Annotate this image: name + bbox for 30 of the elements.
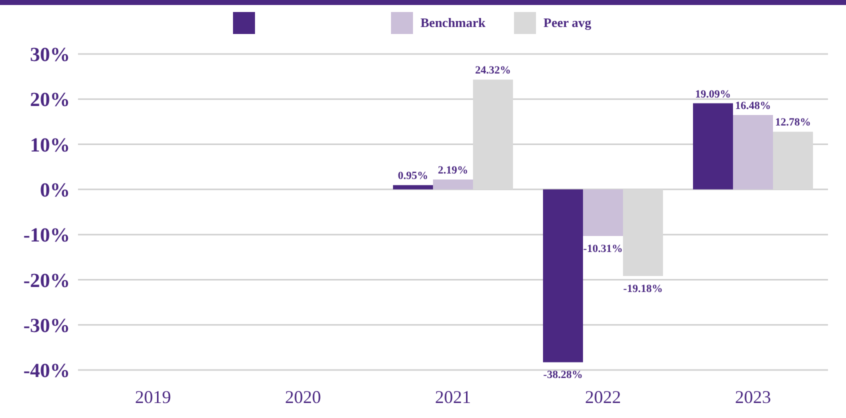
data-label: 19.09%	[695, 88, 731, 100]
x-tick-label: 2020	[285, 386, 321, 407]
y-tick-label: 30%	[30, 44, 70, 66]
data-label: 16.48%	[735, 100, 771, 112]
bar	[393, 185, 433, 190]
bar	[583, 189, 623, 236]
x-tick-label: 2021	[435, 386, 471, 407]
bar	[733, 115, 773, 190]
x-tick-label: 2022	[585, 386, 621, 407]
data-label: 0.95%	[398, 170, 428, 182]
y-tick-label: 20%	[30, 89, 70, 112]
data-label: -10.31%	[583, 242, 623, 255]
x-tick-label: 2019	[135, 386, 171, 407]
legend-label: Peer avg	[544, 15, 592, 31]
data-label: -19.18%	[623, 283, 663, 296]
x-tick-label: 2023	[735, 386, 771, 407]
data-label: 2.19%	[438, 164, 468, 177]
data-label: 24.32%	[475, 64, 511, 77]
y-tick-label: -30%	[23, 314, 70, 337]
data-label: -38.28%	[543, 369, 583, 382]
bar	[693, 103, 733, 190]
legend-label: Benchmark	[420, 15, 486, 31]
y-tick-label: 10%	[30, 134, 70, 156]
y-tick-label: 0%	[40, 180, 70, 202]
bar	[433, 180, 473, 190]
data-label: 12.78%	[775, 116, 811, 129]
y-tick-label: -40%	[23, 360, 70, 382]
y-tick-label: -20%	[23, 270, 70, 292]
bar	[543, 189, 583, 362]
y-tick-label: -10%	[23, 224, 70, 247]
